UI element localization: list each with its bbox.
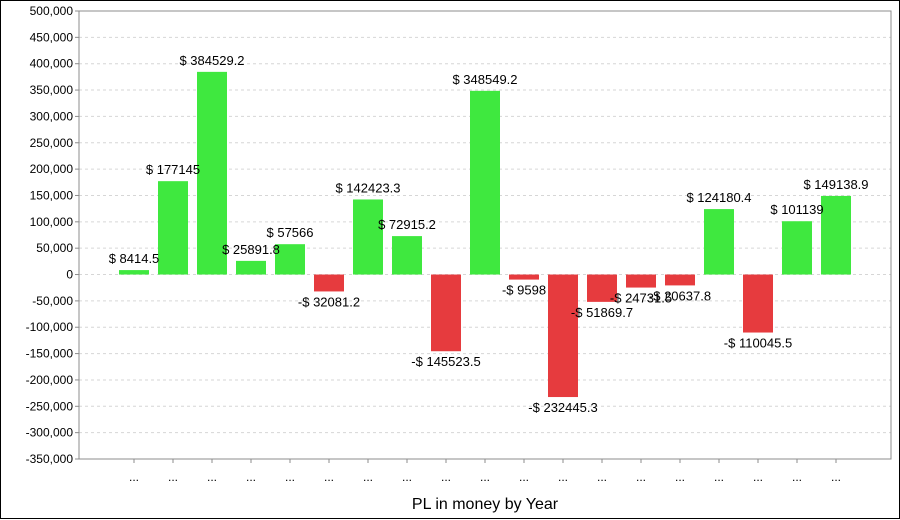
y-tick-label: -50,000 bbox=[32, 294, 73, 308]
y-tick-label: 400,000 bbox=[30, 57, 74, 71]
x-tick-label: ... bbox=[597, 470, 607, 484]
data-label: -$ 20637.8 bbox=[649, 288, 711, 303]
bar bbox=[119, 270, 149, 275]
x-tick-label: ... bbox=[441, 470, 451, 484]
bar bbox=[626, 274, 656, 288]
bar bbox=[782, 221, 812, 275]
x-axis-title: PL in money by Year bbox=[412, 496, 559, 513]
x-tick-label: ... bbox=[792, 470, 802, 484]
x-tick-label: ... bbox=[168, 470, 178, 484]
x-tick-label: ... bbox=[480, 470, 490, 484]
y-tick-label: -300,000 bbox=[26, 426, 74, 440]
data-label: -$ 9598 bbox=[502, 283, 546, 298]
data-label: $ 57566 bbox=[267, 225, 314, 240]
data-label: $ 177145 bbox=[146, 162, 200, 177]
x-tick-label: ... bbox=[324, 470, 334, 484]
bar bbox=[392, 236, 422, 275]
bar bbox=[665, 274, 695, 286]
y-tick-label: 150,000 bbox=[30, 188, 74, 202]
x-tick-label: ... bbox=[246, 470, 256, 484]
data-label: -$ 232445.3 bbox=[528, 400, 597, 415]
x-tick-label: ... bbox=[285, 470, 295, 484]
y-tick-label: 200,000 bbox=[30, 162, 74, 176]
y-tick-label: 350,000 bbox=[30, 83, 74, 97]
x-tick-label: ... bbox=[753, 470, 763, 484]
bar bbox=[314, 274, 344, 292]
bar bbox=[353, 199, 383, 275]
data-label: $ 72915.2 bbox=[378, 217, 436, 232]
bar bbox=[509, 274, 539, 280]
bar bbox=[431, 274, 461, 352]
bar bbox=[587, 274, 617, 302]
bar bbox=[275, 244, 305, 275]
data-label: $ 124180.4 bbox=[686, 190, 751, 205]
bar-layer bbox=[119, 71, 851, 398]
data-label: $ 348549.2 bbox=[452, 72, 517, 87]
y-tick-label: 50,000 bbox=[36, 241, 73, 255]
data-label: $ 8414.5 bbox=[109, 251, 160, 266]
data-label: $ 384529.2 bbox=[179, 53, 244, 68]
x-tick-label: ... bbox=[675, 470, 685, 484]
y-tick-label: -350,000 bbox=[26, 452, 74, 466]
x-tick-label: ... bbox=[207, 470, 217, 484]
data-label: $ 101139 bbox=[770, 202, 823, 217]
y-tick-label: 250,000 bbox=[30, 136, 74, 150]
bar bbox=[548, 274, 578, 398]
x-tick-label: ... bbox=[519, 470, 529, 484]
x-tick-label: ... bbox=[714, 470, 724, 484]
bar bbox=[236, 260, 266, 275]
data-label: $ 149138.9 bbox=[803, 177, 868, 192]
y-tick-label: -100,000 bbox=[26, 320, 74, 334]
data-label: -$ 145523.5 bbox=[411, 354, 480, 369]
data-label: $ 142423.3 bbox=[335, 180, 400, 195]
bar bbox=[197, 71, 227, 275]
data-label: -$ 51869.7 bbox=[571, 305, 633, 320]
y-tick-label: -250,000 bbox=[26, 399, 74, 413]
y-tick-label: 100,000 bbox=[30, 215, 74, 229]
bar bbox=[470, 90, 500, 275]
y-tick-label: -150,000 bbox=[26, 347, 74, 361]
data-label: -$ 24731.5 bbox=[610, 291, 672, 306]
x-tick-label: ... bbox=[558, 470, 568, 484]
y-tick-label: 0 bbox=[66, 268, 73, 282]
bar bbox=[158, 181, 188, 275]
bar bbox=[743, 274, 773, 333]
y-tick-label: 500,000 bbox=[30, 4, 74, 18]
bar bbox=[821, 195, 851, 275]
data-label: -$ 32081.2 bbox=[298, 294, 360, 309]
x-tick-label: ... bbox=[636, 470, 646, 484]
data-label: -$ 110045.5 bbox=[724, 336, 792, 351]
x-tick-label: ... bbox=[363, 470, 373, 484]
x-tick-label: ... bbox=[831, 470, 841, 484]
x-tick-label: ... bbox=[129, 470, 139, 484]
label-layer: $ 8414.5 $ 177145 $ 384529.2 $ 25891.8 $ 575… bbox=[109, 53, 869, 415]
x-tick-label: ... bbox=[402, 470, 412, 484]
data-label: $ 25891.8 bbox=[222, 242, 280, 257]
bar bbox=[704, 209, 734, 275]
y-tick-label: 300,000 bbox=[30, 109, 74, 123]
y-tick-label: 450,000 bbox=[30, 30, 74, 44]
y-tick-label: -200,000 bbox=[26, 373, 74, 387]
axis-layer: -350,000 -300,000 -250,000 -200,000 -150,000… bbox=[26, 4, 892, 484]
